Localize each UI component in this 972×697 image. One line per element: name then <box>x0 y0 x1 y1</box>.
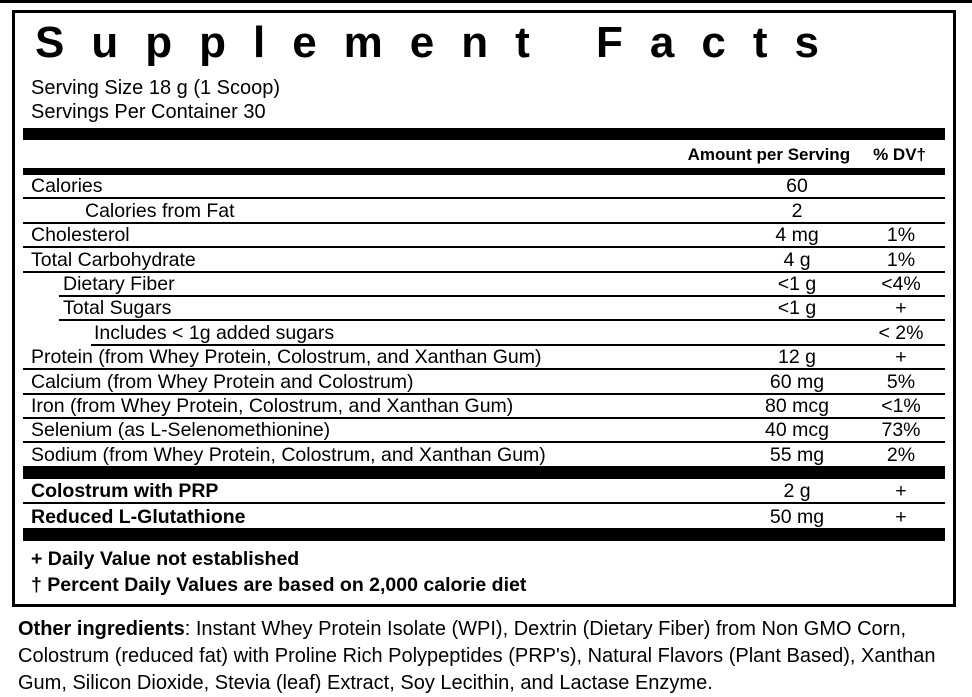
row-divider <box>23 392 945 395</box>
other-ingredients: Other ingredients: Instant Whey Protein … <box>18 616 964 697</box>
table-row: Cholesterol 4 mg 1% <box>23 224 945 246</box>
thick-divider-top <box>23 128 945 140</box>
footnote-daily-value: + Daily Value not established <box>31 547 300 570</box>
table-row: Sodium (from Whey Protein, Colostrum, an… <box>23 443 945 465</box>
proprietary-table: Colostrum with PRP 2 g + Reduced L-Glutathi… <box>23 479 945 528</box>
table-row: Includes < 1g added sugars < 2% <box>23 321 945 343</box>
nutrient-amount: 60 mg <box>769 370 825 393</box>
table-row: Total Sugars <1 g + <box>23 297 945 319</box>
nutrient-dv: 1% <box>886 248 916 271</box>
nutrient-amount: <1 g <box>777 272 817 295</box>
row-divider <box>23 441 945 444</box>
nutrient-dv: <4% <box>881 272 921 295</box>
row-divider <box>23 221 945 224</box>
nutrient-name: Includes < 1g added sugars <box>94 322 335 344</box>
nutrient-dv: + <box>895 297 907 320</box>
nutrient-amount: <1 g <box>777 297 817 320</box>
row-divider <box>23 368 945 371</box>
nutrient-dv: + <box>895 505 907 528</box>
table-row: Protein (from Whey Protein, Colostrum, a… <box>23 346 945 368</box>
supplement-facts-label: Supplement Facts Serving Size 18 g (1 Sc… <box>12 10 956 607</box>
nutrient-amount: 4 mg <box>775 224 819 247</box>
row-divider <box>23 270 945 273</box>
nutrient-dv: 5% <box>886 370 916 393</box>
nutrient-amount: 2 g <box>783 480 811 503</box>
nutrient-name: Colostrum with PRP <box>31 481 219 503</box>
nutrient-name: Calories from Fat <box>85 200 235 222</box>
nutrient-amount: 40 mcg <box>765 419 829 442</box>
nutrient-dv: + <box>895 480 907 503</box>
nutrient-amount: 12 g <box>778 346 816 369</box>
nutrient-name: Sodium (from Whey Protein, Colostrum, an… <box>31 444 546 466</box>
table-row: Dietary Fiber <1 g <4% <box>23 273 945 295</box>
nutrient-name: Cholesterol <box>31 225 130 247</box>
nutrient-dv: 73% <box>881 419 921 442</box>
thick-divider-header <box>23 168 945 175</box>
row-divider <box>23 416 945 419</box>
servings-per-container: Servings Per Container 30 <box>31 101 266 123</box>
row-divider <box>23 502 945 505</box>
other-ingredients-label: Other ingredients <box>18 618 185 640</box>
nutrient-amount: 60 <box>786 175 808 198</box>
thick-divider-bottom <box>23 527 945 541</box>
table-row: Colostrum with PRP 2 g + <box>23 479 945 503</box>
nutrient-dv: + <box>895 346 907 369</box>
nutrient-name: Calories <box>31 176 103 198</box>
nutrient-amount: 2 <box>791 199 803 222</box>
serving-size: Serving Size 18 g (1 Scoop) <box>31 77 281 99</box>
nutrient-name: Total Sugars <box>63 298 172 320</box>
nutrient-dv: < 2% <box>878 321 924 344</box>
nutrient-name: Reduced L-Glutathione <box>31 506 246 528</box>
label-title: Supplement Facts <box>35 18 846 67</box>
nutrient-dv: 2% <box>886 443 916 466</box>
page-top-edge <box>0 0 972 3</box>
nutrient-dv: 1% <box>886 224 916 247</box>
column-header-dv: % DV† <box>873 145 926 164</box>
nutrient-dv: <1% <box>881 394 921 417</box>
nutrient-amount: 80 mcg <box>765 394 829 417</box>
table-row: Calories 60 <box>23 175 945 197</box>
row-divider <box>59 294 945 297</box>
nutrient-name: Calcium (from Whey Protein and Colostrum… <box>31 371 414 393</box>
nutrient-amount: 55 mg <box>769 443 825 466</box>
footnote-percent-dv: † Percent Daily Values are based on 2,00… <box>31 573 527 596</box>
nutrition-table: Calories 60 Calories from Fat 2 Cholesterol 4… <box>23 175 945 466</box>
nutrient-name: Total Carbohydrate <box>31 249 196 271</box>
table-row: Selenium (as L-Selenomethionine) 40 mcg 73… <box>23 419 945 441</box>
nutrient-name: Dietary Fiber <box>63 273 175 295</box>
thick-divider-middle <box>23 465 945 479</box>
row-divider <box>23 197 945 200</box>
table-row: Calories from Fat 2 <box>23 199 945 221</box>
column-header-row: Amount per Serving % DV† <box>23 140 945 168</box>
nutrient-name: Selenium (as L-Selenomethionine) <box>31 420 331 442</box>
row-divider <box>91 343 945 346</box>
nutrient-amount: 50 mg <box>769 505 825 528</box>
table-row: Total Carbohydrate 4 g 1% <box>23 248 945 270</box>
table-row: Reduced L-Glutathione 50 mg + <box>23 504 945 528</box>
table-row: Iron (from Whey Protein, Colostrum, and … <box>23 395 945 417</box>
row-divider <box>23 246 945 249</box>
column-header-amount: Amount per Serving <box>687 145 851 164</box>
row-divider <box>59 319 945 322</box>
nutrient-name: Protein (from Whey Protein, Colostrum, a… <box>31 347 542 369</box>
table-row: Calcium (from Whey Protein and Colostrum… <box>23 370 945 392</box>
nutrient-name: Iron (from Whey Protein, Colostrum, and … <box>31 395 514 417</box>
nutrient-amount: 4 g <box>783 248 811 271</box>
